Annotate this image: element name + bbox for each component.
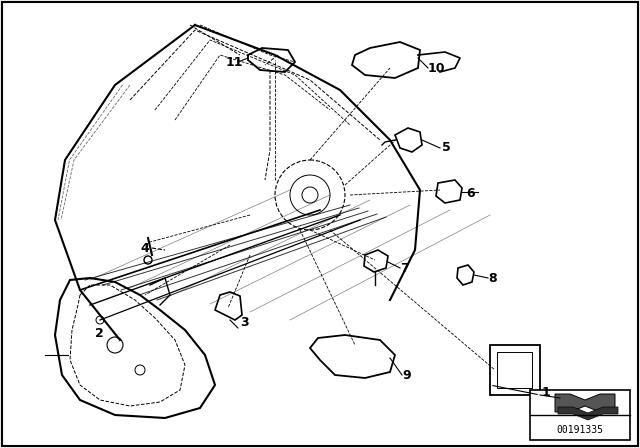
Text: 2: 2: [95, 327, 104, 340]
Text: 4: 4: [140, 241, 148, 254]
Text: 00191335: 00191335: [557, 425, 604, 435]
FancyBboxPatch shape: [530, 390, 630, 440]
Text: 3: 3: [240, 315, 248, 328]
Polygon shape: [555, 394, 615, 412]
Text: 6: 6: [466, 186, 475, 199]
Text: 8: 8: [488, 271, 497, 284]
Text: 5: 5: [442, 141, 451, 154]
Text: 9: 9: [402, 369, 411, 382]
Text: 11: 11: [226, 56, 243, 69]
Text: 1: 1: [542, 385, 551, 399]
Polygon shape: [558, 407, 618, 420]
Text: 7: 7: [400, 262, 409, 275]
Text: 10: 10: [428, 61, 445, 74]
